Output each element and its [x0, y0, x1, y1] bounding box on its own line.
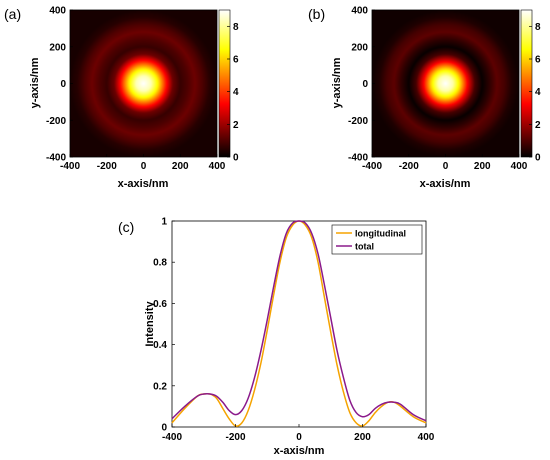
x-tick-label: -200	[97, 161, 117, 172]
line-chart-plot-area	[171, 220, 427, 428]
colorbar-tick-label: 2	[233, 120, 239, 131]
colorbar-tick-label: 2	[535, 120, 541, 131]
heatmap-b-colorbar-ticks: 0 2 4 6 8	[529, 22, 541, 164]
x-tick-label: 400	[209, 161, 226, 172]
y-tick-label: -400	[46, 153, 66, 164]
y-tick-label: 0.2	[153, 381, 167, 392]
y-tick-label: 0.4	[153, 340, 167, 351]
heatmap-b: -400 -200 0 200 400 -400 -200 0 200 400 x-axis/nm…	[331, 6, 541, 191]
x-tick-label: 400	[511, 161, 528, 172]
line-chart-ylabel: Intensity	[144, 301, 156, 347]
x-tick-label: -200	[225, 432, 245, 443]
colorbar-tick-label: 4	[535, 87, 541, 98]
y-tick-label: 200	[49, 42, 66, 53]
y-tick-label: 0	[60, 79, 66, 90]
y-tick-label: 1	[161, 217, 167, 228]
y-tick-label: 400	[351, 6, 368, 17]
legend-label-total: total	[355, 242, 374, 252]
x-tick-label: 0	[296, 432, 302, 443]
panel-label-b: (b)	[308, 6, 325, 22]
y-tick-label: 200	[351, 42, 368, 53]
colorbar-tick-label: 6	[535, 55, 541, 66]
heatmap-b-axes: -400 -200 0 200 400 -400 -200 0 200 400	[348, 6, 528, 173]
heatmap-b-ylabel: y-axis/nm	[331, 57, 343, 108]
colorbar-tick-label: 8	[233, 22, 239, 33]
line-chart-axes: -400 -200 0 200 400 0 0.2 0.4 0.6 0.8 1	[153, 217, 435, 444]
colorbar-tick-label: 4	[233, 87, 239, 98]
y-tick-label: 0.6	[153, 299, 167, 310]
heatmap-a: -400 -200 0 200 400 -400 -200 0 200 400 x-axis/nm…	[29, 6, 239, 191]
heatmap-a-image	[70, 10, 217, 157]
line-chart-series	[171, 220, 427, 427]
heatmap-b-xlabel: x-axis/nm	[420, 178, 471, 190]
panel-label-a: (a)	[4, 6, 21, 22]
x-tick-label: 0	[141, 161, 147, 172]
x-tick-label: 400	[418, 432, 435, 443]
x-tick-label: 200	[172, 161, 189, 172]
heatmap-a-xlabel: x-axis/nm	[118, 178, 169, 190]
y-tick-label: 0.8	[153, 258, 167, 269]
x-tick-label: 200	[354, 432, 371, 443]
colorbar-tick-label: 0	[535, 153, 541, 164]
legend-label-longitudinal: longitudinal	[355, 229, 406, 239]
heatmap-a-colorbar	[218, 9, 231, 158]
legend-box	[331, 224, 423, 255]
colorbar-tick-label: 8	[535, 22, 541, 33]
y-tick-label: 400	[49, 6, 66, 17]
x-tick-label: -200	[399, 161, 419, 172]
y-tick-label: 0	[362, 79, 368, 90]
heatmap-a-axes: -400 -200 0 200 400 -400 -200 0 200 400	[46, 6, 226, 173]
line-chart-xlabel: x-axis/nm	[274, 445, 325, 457]
x-tick-label: 0	[443, 161, 449, 172]
y-tick-label: -200	[46, 116, 66, 127]
y-tick-label: -400	[348, 153, 368, 164]
colorbar-tick-label: 6	[233, 55, 239, 66]
x-tick-label: 200	[474, 161, 491, 172]
heatmap-b-colorbar	[520, 9, 533, 158]
x-tick-label: -400	[60, 161, 80, 172]
heatmap-a-ylabel: y-axis/nm	[29, 57, 41, 108]
y-tick-label: 0	[161, 423, 167, 434]
heatmap-a-colorbar-ticks: 0 2 4 6 8	[227, 22, 239, 164]
y-tick-label: -200	[348, 116, 368, 127]
x-tick-label: -400	[362, 161, 382, 172]
colorbar-tick-label: 0	[233, 153, 239, 164]
x-tick-label: -400	[162, 432, 182, 443]
heatmap-b-image	[372, 10, 519, 157]
panel-label-c: (c)	[118, 219, 134, 235]
series-line-total	[171, 220, 427, 422]
line-chart-legend: longitudinal total	[331, 224, 423, 255]
